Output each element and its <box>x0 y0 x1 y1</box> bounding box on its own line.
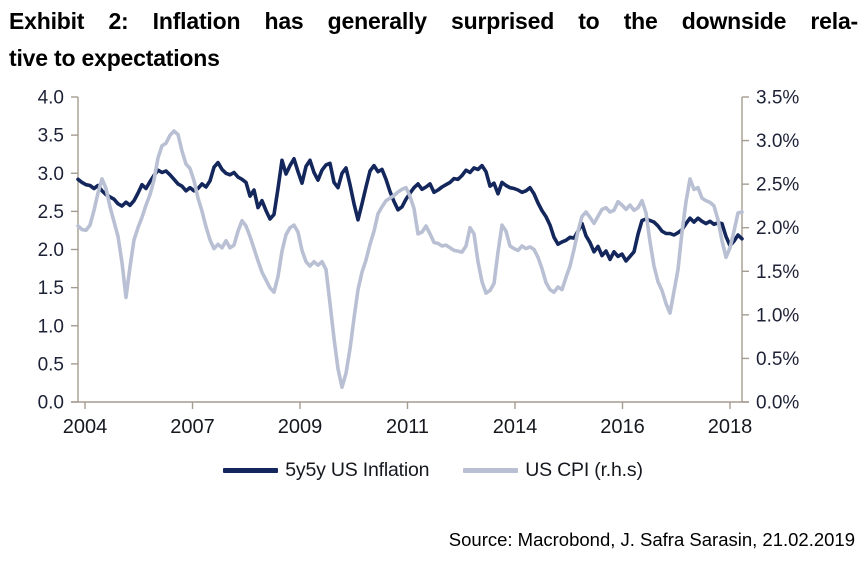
x-axis-tick-label: 2018 <box>708 416 753 438</box>
y-axis-left-tick-label: 1.5 <box>38 278 64 299</box>
y-axis-right-tick-label: 2.5% <box>756 175 799 196</box>
legend-swatch-navy-line <box>223 468 279 473</box>
y-axis-right-tick-label: 0.0% <box>756 393 799 414</box>
line-chart: 4.0 3.5 3.0 2.5 2.0 1.5 1.0 0.5 0.0 3.5% 3.0% 2.5% 2… <box>38 88 800 439</box>
legend-label-5y5y-us-inflation: 5y5y US Inflation <box>285 459 430 481</box>
y-axis-right-tick-label: 0.5% <box>756 349 799 370</box>
y-axis-right-tick-label: 3.5% <box>756 88 799 109</box>
x-axis-tick-label: 2007 <box>170 416 215 438</box>
x-axis-tick-label: 2004 <box>63 416 108 438</box>
legend-item-5y5y-us-inflation: 5y5y US Inflation <box>223 459 429 482</box>
chart-title: Exhibit 2: Inflation has generally surpr… <box>9 3 858 77</box>
x-axis-tick-label: 2014 <box>493 416 538 438</box>
y-axis-right-tick-label: 1.5% <box>756 262 799 283</box>
x-axis-tick-label: 2009 <box>278 416 323 438</box>
y-axis-left-tick-label: 0.0 <box>38 393 64 414</box>
legend-item-us-cpi: US CPI (r.h.s) <box>463 459 643 482</box>
y-axis-right-tick-label: 2.0% <box>756 218 799 239</box>
y-axis-right-tick-label: 3.0% <box>756 131 799 152</box>
source-note: Source: Macrobond, J. Safra Sarasin, 21.… <box>448 529 855 550</box>
x-axis-tick-label: 2011 <box>386 416 429 438</box>
chart-legend: 5y5y US Inflation US CPI (r.h.s) <box>0 459 866 482</box>
y-axis-left-tick-label: 2.5 <box>38 202 64 223</box>
y-axis-left-tick-label: 4.0 <box>38 88 64 109</box>
chart-title-line-1: Exhibit 2: Inflation has generally surpr… <box>9 8 858 34</box>
y-axis-left-tick-label: 3.5 <box>38 126 64 147</box>
legend-label-us-cpi: US CPI (r.h.s) <box>525 459 643 481</box>
y-axis-left-tick-label: 2.0 <box>38 240 64 261</box>
series-line-5y5y-us-inflation <box>76 157 744 263</box>
chart-title-line-2: tive to expectations <box>9 45 220 71</box>
y-axis-left-tick-label: 0.5 <box>38 354 64 375</box>
y-axis-right-tick-label: 1.0% <box>756 305 799 326</box>
series-line-us-cpi <box>76 129 744 390</box>
y-axis-left-tick-label: 1.0 <box>38 316 64 337</box>
y-axis-left-tick-label: 3.0 <box>38 164 64 185</box>
x-axis-tick-label: 2016 <box>600 416 645 438</box>
legend-swatch-gray-line <box>463 468 519 473</box>
